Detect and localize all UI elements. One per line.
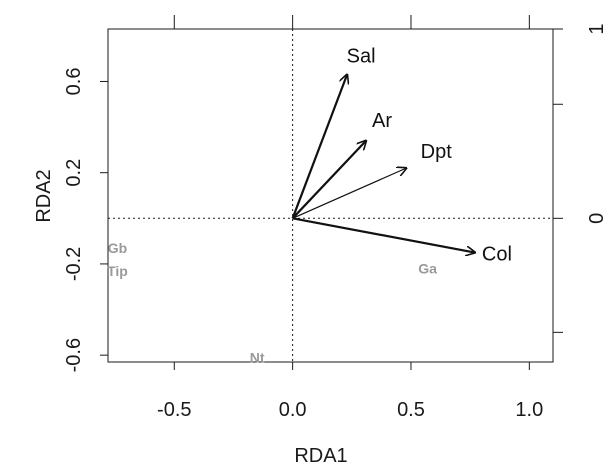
x-tick-label: -0.5 <box>157 399 191 421</box>
arrow-label-ar: Ar <box>372 110 392 132</box>
right-tick-label: 1 <box>586 23 605 34</box>
y-tick-label: -0.6 <box>63 338 85 372</box>
y-axis-title: RDA2 <box>33 169 55 222</box>
plot-frame <box>107 28 554 363</box>
arrow-ar <box>291 141 366 220</box>
site-label-tip: Tip <box>107 263 128 279</box>
arrow-label-dpt: Dpt <box>421 141 453 163</box>
arrow-dpt <box>292 168 407 219</box>
y-tick-label: 0.6 <box>63 68 85 96</box>
x-axis-title: RDA1 <box>294 445 347 467</box>
site-label-ga: Ga <box>418 260 437 276</box>
site-label-nt: Nt <box>250 349 265 365</box>
x-tick-label: 0.5 <box>397 399 425 421</box>
arrow-label-sal: Sal <box>347 46 376 68</box>
site-label-gb: Gb <box>108 240 127 256</box>
right-tick-label: 0 <box>586 213 605 224</box>
x-tick-label: 1.0 <box>515 399 543 421</box>
arrow-col <box>292 217 475 252</box>
x-tick-label: 0.0 <box>279 399 307 421</box>
y-tick-label: -0.2 <box>63 247 85 281</box>
y-tick-label: 0.2 <box>63 159 85 187</box>
arrow-label-col: Col <box>482 244 512 266</box>
arrow-sal <box>291 75 347 219</box>
